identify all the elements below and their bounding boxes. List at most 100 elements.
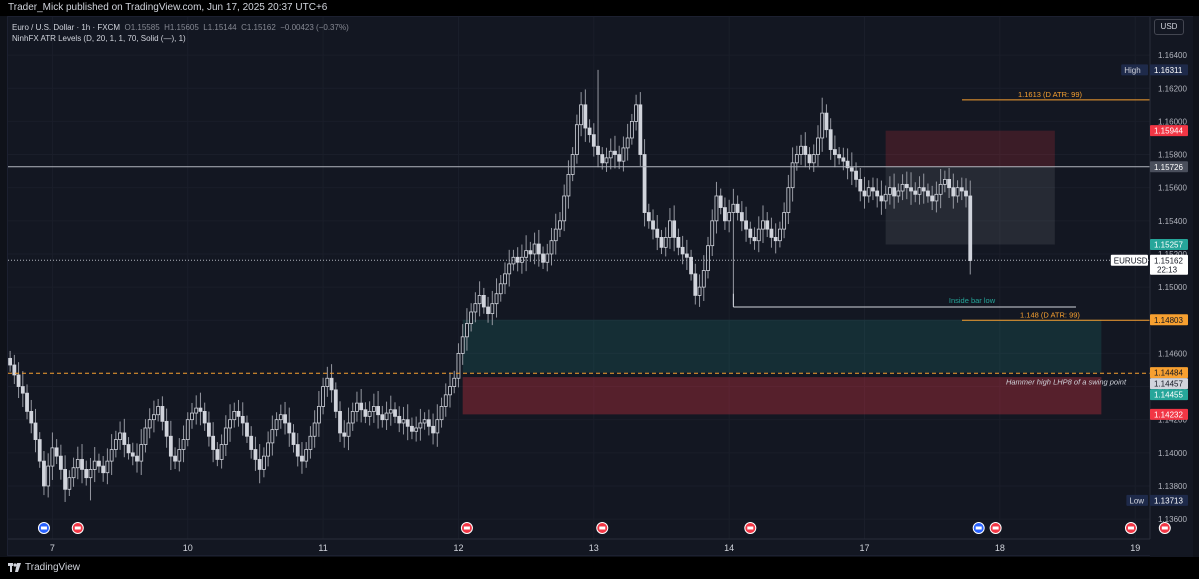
candle-bull bbox=[312, 422, 317, 437]
candle-bear bbox=[207, 422, 211, 437]
open-label: O bbox=[124, 23, 131, 32]
candle-bear bbox=[773, 236, 778, 242]
candle-bull bbox=[668, 220, 672, 238]
candle-bull bbox=[714, 195, 719, 222]
price-tag bbox=[1150, 378, 1188, 390]
candle-bull bbox=[105, 460, 110, 474]
candle-bear bbox=[202, 410, 207, 424]
price-tag bbox=[1150, 494, 1188, 506]
candle-bear bbox=[613, 150, 617, 155]
candle-bull bbox=[439, 406, 444, 421]
indicator-row[interactable]: NinhFX ATR Levels (D, 20, 1, 1, 70, Soli… bbox=[12, 34, 186, 43]
candle-bull bbox=[579, 104, 584, 126]
candle-bear bbox=[752, 236, 757, 242]
candle-bear bbox=[257, 459, 262, 470]
candle-bear bbox=[930, 195, 935, 202]
price-tag-prefix-box bbox=[1110, 254, 1148, 266]
candle-bull bbox=[778, 228, 782, 242]
event-icon-stripe bbox=[40, 526, 47, 530]
price-axis[interactable] bbox=[1150, 17, 1193, 557]
candle-bull bbox=[414, 427, 419, 432]
candle-bull bbox=[113, 439, 118, 450]
legend-symbol-row: Euro / U.S. Dollar · 1h · FXCM O1.15585 … bbox=[12, 22, 349, 33]
candle-bull bbox=[731, 203, 736, 213]
candle-bear bbox=[646, 212, 651, 222]
candle-bull bbox=[866, 187, 871, 197]
candle-bull bbox=[460, 336, 465, 354]
price-tag bbox=[1150, 367, 1188, 379]
candle-bull bbox=[456, 352, 461, 379]
zone-green bbox=[462, 319, 1102, 373]
candle-bear bbox=[16, 374, 21, 387]
candle-bear bbox=[8, 357, 13, 366]
candle-bull bbox=[790, 162, 795, 189]
low-label: L bbox=[203, 23, 208, 32]
y-tick-label: 1.16000 bbox=[1158, 117, 1187, 126]
candle-bull bbox=[553, 228, 558, 242]
candle-bull bbox=[604, 157, 609, 164]
event-icon-stripe bbox=[599, 526, 606, 530]
candle-bull bbox=[71, 467, 76, 479]
event-icon-stripe bbox=[747, 526, 754, 530]
x-tick-label: 11 bbox=[318, 543, 327, 553]
candle-bear bbox=[33, 422, 38, 440]
price-tag-value: 1.14455 bbox=[1154, 391, 1183, 400]
candle-bear bbox=[245, 422, 249, 437]
candle-bear bbox=[12, 364, 17, 376]
candle-bull bbox=[278, 414, 283, 421]
candle-bull bbox=[152, 414, 156, 421]
candle-bear bbox=[359, 402, 364, 411]
candle-bull bbox=[507, 263, 512, 275]
candle-bull bbox=[46, 465, 51, 487]
y-tick-label: 1.15800 bbox=[1158, 151, 1187, 160]
high-value: 1.15605 bbox=[169, 23, 199, 32]
candle-bull bbox=[549, 240, 554, 255]
candle-bull bbox=[304, 449, 309, 462]
candle-bull bbox=[274, 419, 279, 431]
candle-bear bbox=[968, 195, 973, 262]
candle-bear bbox=[283, 414, 287, 424]
price-tag-prefix: EURUSD bbox=[1114, 256, 1148, 265]
candle-bear bbox=[849, 167, 854, 172]
candle-bear bbox=[160, 406, 165, 422]
candle-bear bbox=[676, 236, 681, 248]
candle-bear bbox=[913, 190, 918, 195]
y-tick-label: 1.13800 bbox=[1158, 482, 1187, 491]
candle-bear bbox=[892, 187, 897, 197]
candle-bear bbox=[342, 432, 347, 437]
currency-button[interactable]: USD bbox=[1154, 19, 1184, 35]
candle-bull bbox=[190, 412, 194, 421]
candle-bear bbox=[591, 134, 596, 147]
price-tag bbox=[1150, 389, 1188, 401]
price-tag-value: 1.15257 bbox=[1154, 241, 1183, 250]
candle-bear bbox=[871, 187, 875, 192]
candle-bull bbox=[608, 150, 613, 159]
price-tag-value: 1.15162 bbox=[1154, 256, 1183, 265]
brand-name: TradingView bbox=[25, 562, 81, 573]
candle-bear bbox=[765, 220, 770, 230]
candle-bull bbox=[181, 439, 186, 450]
candle-bull bbox=[511, 256, 516, 265]
candle-bear bbox=[215, 449, 220, 460]
candle-bear bbox=[54, 447, 59, 457]
candle-bear bbox=[748, 228, 753, 238]
chart-panel[interactable] bbox=[7, 16, 1193, 556]
candle-bull bbox=[316, 406, 321, 424]
candle-bear bbox=[909, 187, 913, 192]
event-icon-stripe bbox=[463, 526, 470, 530]
open-value: 1.15585 bbox=[130, 23, 160, 32]
candle-bull bbox=[934, 193, 939, 202]
symbol-title: Euro / U.S. Dollar · 1h · FXCM bbox=[12, 23, 121, 32]
candle-bull bbox=[75, 459, 80, 469]
candle-bull bbox=[883, 193, 888, 202]
candle-bull bbox=[710, 220, 715, 247]
candle-bear bbox=[680, 246, 685, 255]
brand[interactable]: TradingView bbox=[8, 562, 80, 573]
candle-bear bbox=[541, 253, 545, 263]
event-icon-stripe bbox=[992, 526, 999, 530]
candle-bear bbox=[486, 306, 490, 315]
candle-bear bbox=[947, 178, 951, 189]
candle-bull bbox=[384, 412, 389, 421]
atr-level-label: 1.1613 (D ATR: 99) bbox=[1018, 90, 1083, 99]
